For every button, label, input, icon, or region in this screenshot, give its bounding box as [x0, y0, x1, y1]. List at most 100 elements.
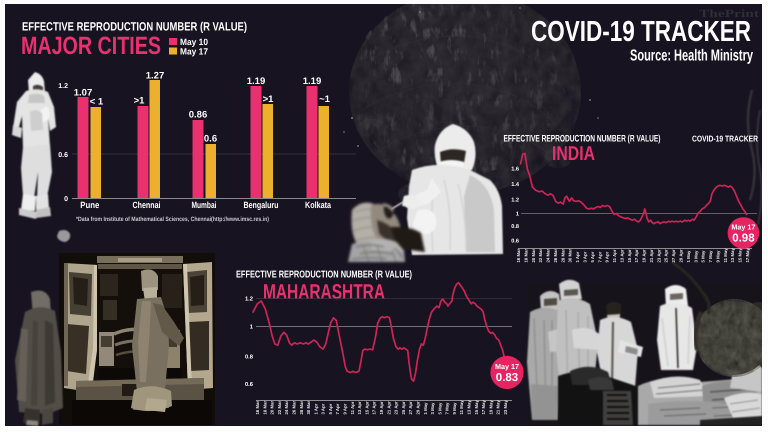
svg-text:17 May: 17 May	[745, 248, 750, 263]
svg-text:1 Apr: 1 Apr	[313, 403, 318, 414]
svg-text:1.6: 1.6	[511, 167, 519, 173]
svg-text:5 May: 5 May	[437, 402, 442, 415]
svg-text:5 May: 5 May	[701, 250, 706, 263]
svg-text:Chennai: Chennai	[133, 200, 161, 210]
svg-text:11 May: 11 May	[459, 400, 464, 415]
svg-text:3 Apr: 3 Apr	[583, 251, 588, 262]
svg-text:Mumbai: Mumbai	[192, 200, 217, 210]
svg-text:30 Mar: 30 Mar	[306, 401, 311, 415]
svg-text:0.8: 0.8	[245, 354, 254, 361]
svg-text:May 10: May 10	[180, 37, 208, 47]
svg-text:1 May: 1 May	[423, 402, 428, 415]
svg-text:1 Apr: 1 Apr	[575, 251, 580, 262]
svg-text:13 Apr: 13 Apr	[619, 249, 624, 263]
svg-text:23 Apr: 23 Apr	[394, 401, 399, 415]
svg-text:7 May: 7 May	[708, 250, 713, 263]
svg-text:0.8: 0.8	[511, 224, 519, 230]
svg-text:13 Apr: 13 Apr	[357, 401, 362, 415]
svg-text:0.98: 0.98	[732, 233, 755, 245]
svg-text:5 Apr: 5 Apr	[328, 403, 333, 414]
svg-text:18 Mar: 18 Mar	[262, 401, 267, 415]
svg-text:19 May: 19 May	[488, 400, 493, 415]
svg-text:*Data from Institute of Mathem: *Data from Institute of Mathematical Sci…	[76, 216, 269, 223]
svg-text:13 May: 13 May	[730, 248, 735, 263]
svg-text:>1: >1	[263, 94, 275, 105]
svg-text:9 Apr: 9 Apr	[605, 251, 610, 262]
svg-text:1.07: 1.07	[74, 88, 93, 99]
svg-text:~1: ~1	[319, 94, 331, 105]
svg-text:25 Apr: 25 Apr	[401, 401, 406, 415]
svg-text:16 Mar: 16 Mar	[516, 249, 521, 263]
svg-text:26 Mar: 26 Mar	[292, 401, 297, 415]
svg-text:0.6: 0.6	[58, 152, 68, 159]
svg-text:Bengaluru: Bengaluru	[244, 200, 279, 210]
svg-text:1.19: 1.19	[303, 76, 322, 87]
svg-text:7 May: 7 May	[445, 402, 450, 415]
svg-text:EFFECTIVE REPRODUCTION NUMBER: EFFECTIVE REPRODUCTION NUMBER (R VALUE)	[504, 134, 661, 145]
svg-text:18 Mar: 18 Mar	[523, 249, 528, 263]
svg-text:>1: >1	[134, 96, 146, 107]
svg-text:11 May: 11 May	[723, 248, 728, 263]
svg-text:15 May: 15 May	[738, 248, 743, 263]
svg-text:26 Mar: 26 Mar	[553, 249, 558, 263]
svg-text:May 17: May 17	[495, 362, 519, 371]
svg-text:May 17: May 17	[731, 223, 755, 232]
svg-text:28 Mar: 28 Mar	[560, 249, 565, 263]
svg-text:0.6: 0.6	[245, 381, 254, 388]
svg-text:1: 1	[250, 324, 254, 330]
svg-text:1 May: 1 May	[686, 250, 691, 263]
svg-text:29 Apr: 29 Apr	[416, 401, 421, 415]
svg-text:0.83: 0.83	[496, 372, 518, 384]
svg-text:20 Mar: 20 Mar	[531, 249, 536, 263]
svg-text:25 Apr: 25 Apr	[664, 249, 669, 263]
svg-text:24 Mar: 24 Mar	[546, 249, 551, 263]
svg-text:15 May: 15 May	[474, 400, 479, 415]
svg-text:5 Apr: 5 Apr	[590, 251, 595, 262]
svg-text:24 Mar: 24 Mar	[284, 401, 289, 415]
svg-text:21 Apr: 21 Apr	[649, 249, 654, 263]
svg-text:1.4: 1.4	[511, 182, 520, 188]
svg-text:15 Apr: 15 Apr	[364, 401, 369, 415]
svg-text:16 Mar: 16 Mar	[255, 401, 260, 415]
svg-text:11 Apr: 11 Apr	[612, 249, 617, 262]
svg-text:9 May: 9 May	[716, 250, 721, 263]
svg-text:COVID-19 TRACKER: COVID-19 TRACKER	[692, 134, 758, 144]
svg-text:22 Mar: 22 Mar	[277, 401, 282, 415]
svg-text:20 Mar: 20 Mar	[270, 401, 275, 415]
svg-text:0.6: 0.6	[511, 239, 519, 245]
svg-text:0.86: 0.86	[189, 110, 208, 121]
svg-text:17 Apr: 17 Apr	[372, 401, 377, 415]
svg-text:7 Apr: 7 Apr	[597, 251, 602, 262]
svg-text:MAHARASHTRA: MAHARASHTRA	[263, 280, 385, 304]
svg-text:30 Mar: 30 Mar	[568, 249, 573, 263]
svg-text:9 Apr: 9 Apr	[343, 403, 348, 414]
svg-text:7 Apr: 7 Apr	[335, 403, 340, 414]
svg-text:1.19: 1.19	[247, 76, 266, 87]
svg-text:29 Apr: 29 Apr	[679, 249, 684, 263]
svg-text:COVID-19 TRACKER: COVID-19 TRACKER	[531, 16, 751, 48]
svg-text:3 May: 3 May	[430, 402, 435, 415]
svg-text:MAJOR CITIES: MAJOR CITIES	[21, 32, 161, 60]
svg-text:EFFECTIVE REPRODUCTION NUMBER: EFFECTIVE REPRODUCTION NUMBER (R VALUE)	[22, 20, 247, 34]
svg-text:23 May: 23 May	[503, 400, 508, 415]
svg-text:1: 1	[516, 211, 519, 217]
svg-text:ThePrint: ThePrint	[699, 8, 759, 20]
svg-text:1.2: 1.2	[58, 83, 68, 90]
svg-text:27 Apr: 27 Apr	[408, 401, 413, 415]
svg-text:28 Mar: 28 Mar	[299, 401, 304, 415]
svg-text:Source: Health Ministry: Source: Health Ministry	[630, 48, 753, 65]
svg-text:0: 0	[64, 196, 68, 203]
svg-text:17 Apr: 17 Apr	[634, 249, 639, 263]
svg-text:21 May: 21 May	[496, 400, 501, 415]
svg-text:1.27: 1.27	[146, 71, 165, 82]
svg-text:15 Apr: 15 Apr	[627, 249, 632, 263]
svg-text:INDIA: INDIA	[552, 143, 595, 165]
svg-text:21 Apr: 21 Apr	[386, 401, 391, 415]
svg-text:23 Apr: 23 Apr	[656, 249, 661, 263]
svg-text:EFFECTIVE REPRODUCTION NUMBER: EFFECTIVE REPRODUCTION NUMBER (R VALUE)	[236, 270, 412, 281]
svg-text:< 1: < 1	[90, 97, 104, 108]
svg-text:1.2: 1.2	[245, 296, 253, 303]
svg-text:19 Apr: 19 Apr	[379, 401, 384, 415]
svg-text:0.6: 0.6	[204, 134, 217, 145]
svg-text:3 May: 3 May	[693, 250, 698, 263]
